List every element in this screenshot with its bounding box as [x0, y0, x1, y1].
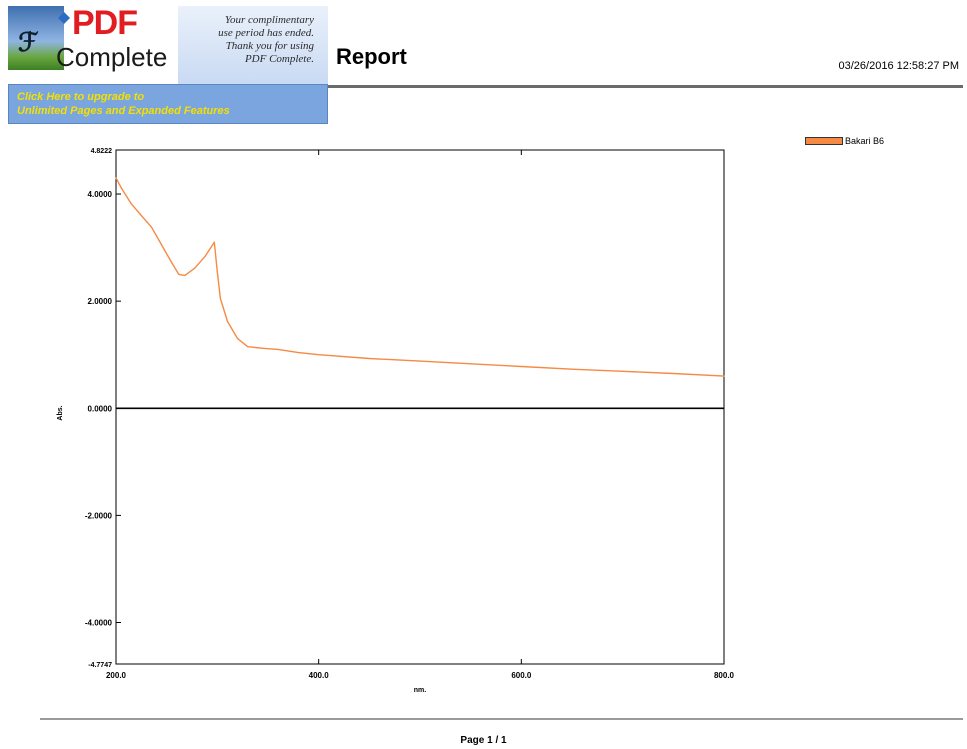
y-tick-label: -4.7747 [88, 662, 112, 669]
upgrade-link-line[interactable]: Click Here to upgrade to [17, 91, 145, 103]
x-tick-label: 600.0 [511, 671, 532, 680]
y-tick-label: 4.0000 [88, 190, 113, 199]
y-tick-label: -2.0000 [85, 511, 113, 520]
series-line-bakari-b6 [115, 177, 725, 377]
series-point [226, 320, 229, 323]
series-point [297, 351, 299, 354]
series-point [150, 226, 153, 228]
header-divider [328, 85, 963, 88]
y-axis-label: Abs. [57, 405, 64, 420]
series-point [115, 177, 117, 179]
series-point [419, 360, 421, 362]
banner-note-line: PDF Complete. [244, 53, 314, 65]
upgrade-link[interactable]: Click Here to upgrade to Unlimited Pages… [8, 84, 328, 124]
series-point [161, 244, 163, 246]
series-point [571, 368, 573, 370]
x-tick-label: 800.0 [714, 671, 735, 680]
banner-note-line: use period has ended. [218, 27, 314, 39]
y-tick-label: 2.0000 [88, 297, 113, 306]
series-point [219, 297, 221, 300]
banner-note-line: Thank you for using [225, 40, 314, 52]
brand-pdf: PDF [72, 4, 138, 42]
y-tick-label: 0.0000 [88, 404, 113, 413]
pdf-complete-banner[interactable]: ℱ PDF Complete Your complimentary use pe… [8, 4, 328, 124]
series-point [216, 271, 218, 273]
series-point [277, 348, 279, 350]
legend-label: Bakari B6 [845, 136, 885, 146]
report-title: Report [336, 44, 407, 69]
pdf-complete-logo-icon: ℱ [8, 6, 64, 70]
legend-swatch [805, 137, 843, 145]
footer-divider [40, 718, 963, 720]
y-tick-label: -4.0000 [85, 619, 113, 628]
series-point [237, 338, 239, 340]
series-point [204, 255, 206, 257]
x-tick-label: 400.0 [309, 671, 330, 680]
series-point [723, 375, 725, 377]
series-point [171, 261, 173, 264]
logo-glyph-icon: ℱ [18, 28, 39, 58]
series-point [184, 274, 186, 277]
series-point [318, 354, 320, 356]
banner-note-background [178, 6, 328, 84]
series-point [470, 363, 472, 365]
series-point [262, 347, 264, 349]
series-point [520, 365, 522, 368]
series-point [368, 357, 370, 360]
series-point [194, 267, 196, 269]
y-tick-label: 4.8222 [91, 148, 113, 155]
series-point [178, 273, 180, 275]
series-point [140, 214, 142, 217]
series-point [247, 346, 249, 348]
chart-legend: Bakari B6 [805, 136, 884, 146]
series-point [130, 203, 132, 205]
banner-note: Your complimentary use period has ended.… [164, 14, 314, 66]
report-timestamp: 03/26/2016 12:58:27 PM [838, 60, 959, 72]
series-point [622, 370, 624, 372]
plot-frame [115, 149, 725, 665]
x-tick-label: 200.0 [106, 671, 127, 680]
upgrade-link-line[interactable]: Unlimited Pages and Expanded Features [17, 105, 230, 117]
pdf-diamond-icon [58, 12, 70, 24]
series-point [213, 241, 215, 243]
series-point [120, 187, 122, 189]
banner-note-line: Your complimentary [224, 14, 314, 26]
x-axis-label: nm. [414, 687, 427, 694]
page-number: Page 1 / 1 [460, 735, 507, 746]
brand-complete: Complete [56, 42, 168, 72]
series-point [672, 372, 674, 375]
